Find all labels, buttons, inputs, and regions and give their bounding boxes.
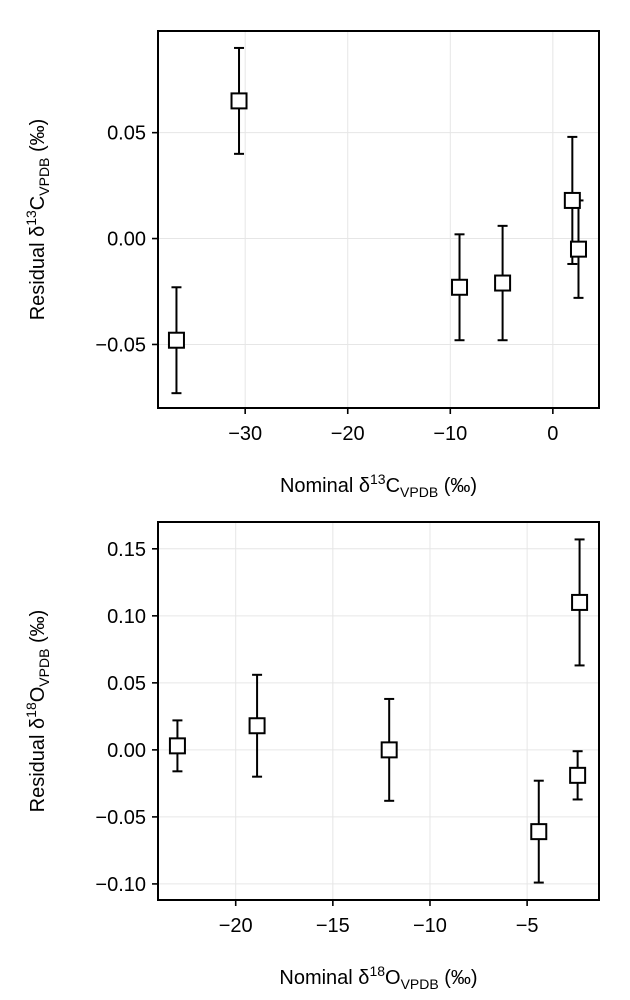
y-tick-label: 0.05 [107,673,146,695]
y-axis-label: Residual δ18OVPDB (‰) [23,610,52,813]
x-tick-label: −10 [413,915,447,937]
data-point [494,274,512,292]
y-tick-label: 0.00 [107,229,146,251]
plot-frame [157,521,600,901]
data-point [569,240,587,258]
data-point [530,823,548,841]
data-point [569,766,587,784]
x-tick-label: −15 [316,915,350,937]
x-tick-label: −20 [331,423,365,445]
x-tick-label: 0 [547,423,558,445]
y-tick-label: −0.05 [95,334,146,356]
data-point [380,741,398,759]
y-tick-label: 0.15 [107,539,146,561]
y-tick-label: −0.05 [95,807,146,829]
data-point [571,593,589,611]
y-tick-label: 0.00 [107,740,146,762]
data-point [563,191,581,209]
panel-oxygen: −20 −15 −10 −5 −0.10 −0.05 0.00 0.05 0.10 0.15 Nom… [23,521,600,992]
panel-carbon: −30 −20 −10 0 −0.05 0.00 0.05 Nominal δ13CVPDB … [23,30,600,500]
y-tick-label: −0.10 [95,874,146,896]
x-tick-label: −10 [433,423,467,445]
x-tick-label: −20 [219,915,253,937]
data-point [230,92,248,110]
data-point [248,717,266,735]
data-point [168,737,186,755]
y-tick-label: 0.05 [107,123,146,145]
plot-frame [157,30,600,409]
data-point [451,278,469,296]
y-axis-label: Residual δ13CVPDB (‰) [23,119,52,321]
y-tick-label: 0.10 [107,606,146,628]
x-axis-label: Nominal δ18OVPDB (‰) [279,963,477,992]
x-tick-label: −5 [516,915,539,937]
data-point [167,331,185,349]
x-tick-label: −30 [228,423,262,445]
x-axis-label: Nominal δ13CVPDB (‰) [280,471,477,500]
